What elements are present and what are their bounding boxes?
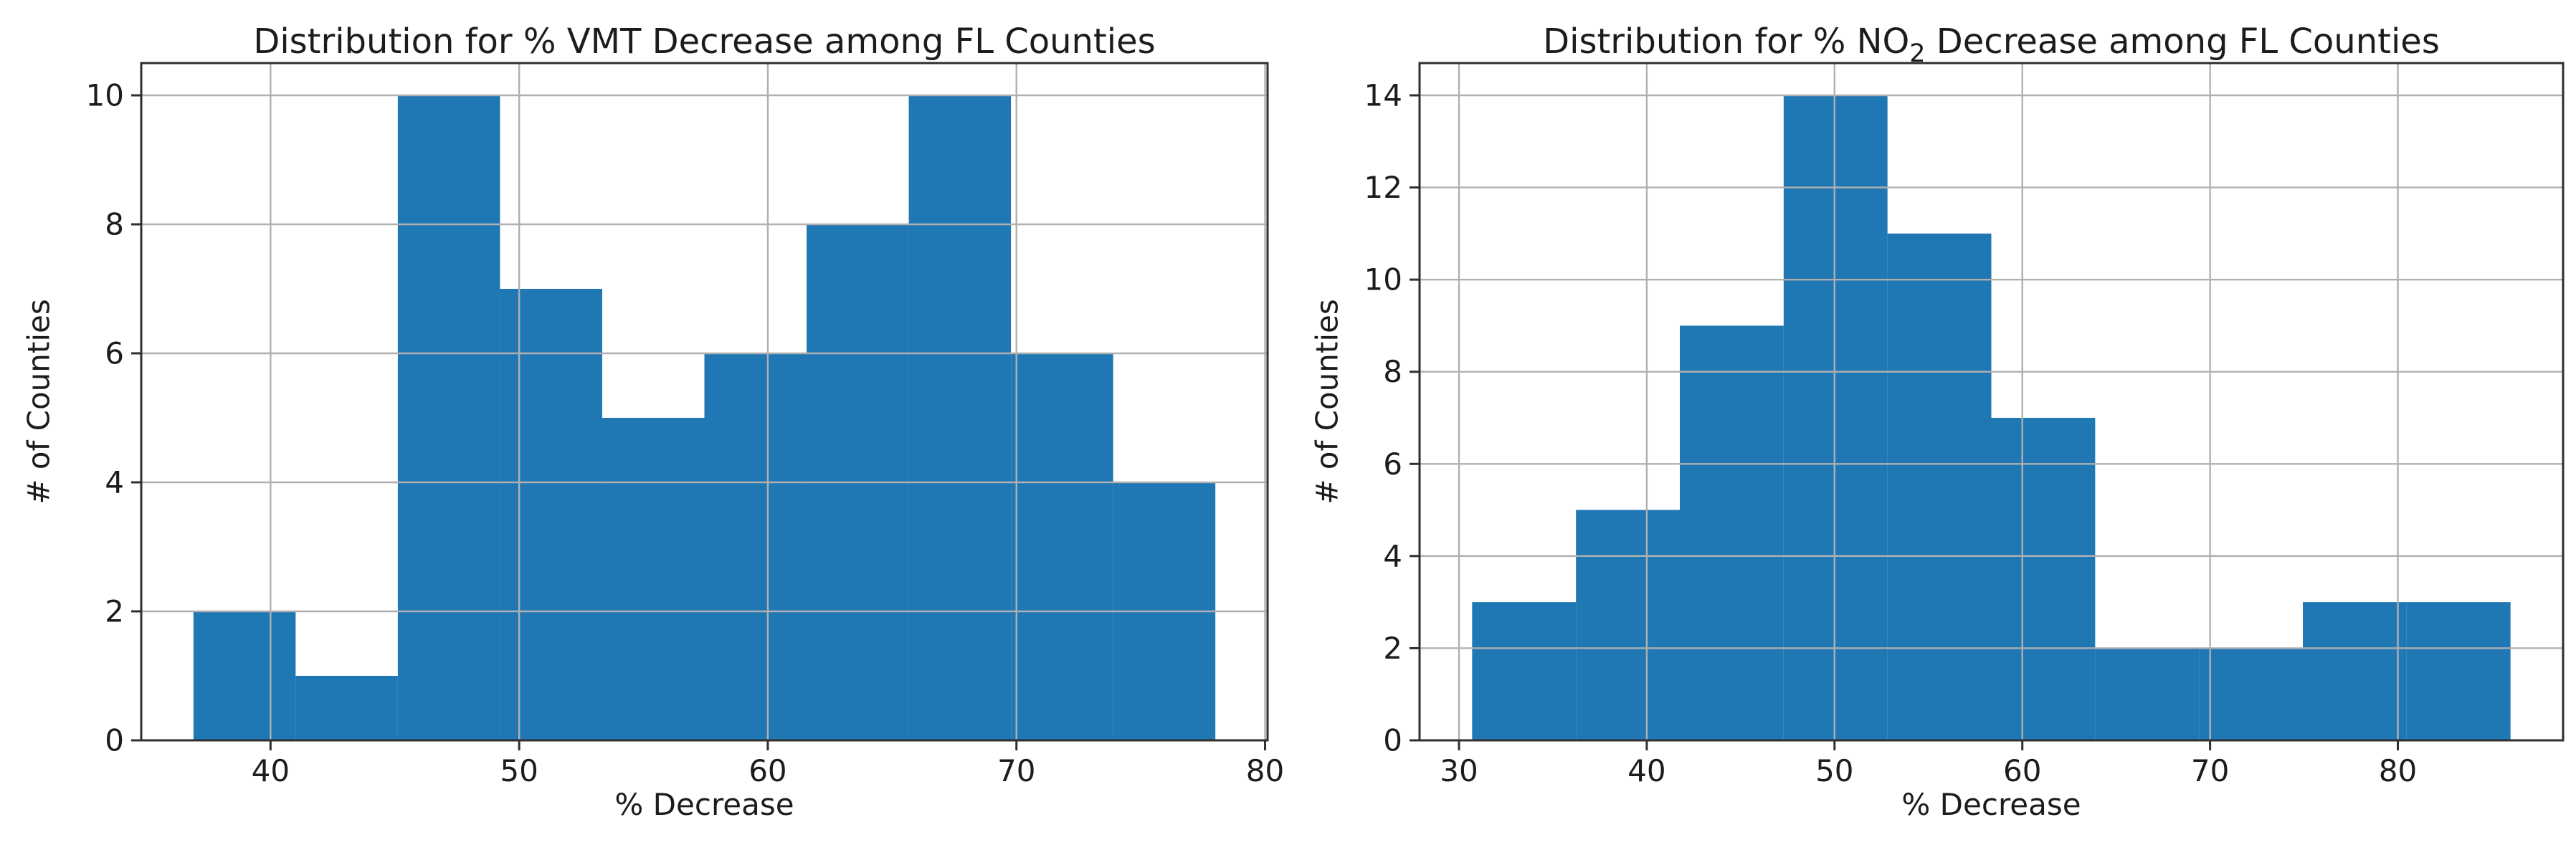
y-tick-label: 8 xyxy=(105,207,124,242)
y-tick-label: 8 xyxy=(1383,354,1402,389)
y-tick-label: 2 xyxy=(105,594,124,629)
histogram-bar xyxy=(1783,95,1888,740)
axes-spines xyxy=(140,62,1269,742)
bars-group xyxy=(1472,95,2511,740)
histogram-bar xyxy=(500,289,602,740)
ticks-group xyxy=(1410,94,2400,750)
x-tick-label: 80 xyxy=(1246,753,1284,788)
y-tick-label: 12 xyxy=(1364,170,1402,205)
y-tick-label: 14 xyxy=(1364,78,1402,113)
histogram-bar xyxy=(908,95,1012,740)
y-tick-label: 4 xyxy=(1383,538,1402,573)
chart-vmt-histogram: 40 50 60 70 80 0 2 4 6 8 10 Distribution for % VMT … xyxy=(21,22,1285,823)
histogram-bar xyxy=(295,676,398,740)
histogram-bar xyxy=(1680,325,1784,740)
histogram-bar xyxy=(1887,233,1992,740)
x-tick-label: 40 xyxy=(1627,753,1665,788)
x-tick-label: 50 xyxy=(500,753,538,788)
ticks-group xyxy=(131,94,1267,750)
y-axis-label: # of Counties xyxy=(1310,299,1345,505)
histogram-bar xyxy=(2095,648,2200,740)
plot-svg: 30 40 50 60 70 80 0 2 4 6 8 10 12 14 Distribution for … xyxy=(1288,0,2576,855)
x-tick-label: 60 xyxy=(2003,753,2041,788)
x-tick-label: 80 xyxy=(2379,753,2417,788)
grid-group xyxy=(1420,63,2563,742)
histogram-bar xyxy=(2303,602,2407,740)
histogram-bar xyxy=(704,353,807,740)
y-tick-label: 4 xyxy=(105,465,124,500)
x-tick-label: 30 xyxy=(1440,753,1478,788)
histogram-bar xyxy=(193,611,296,740)
histogram-bar xyxy=(1472,602,1577,740)
histogram-bar xyxy=(1011,353,1113,740)
y-tick-label: 0 xyxy=(1383,723,1402,758)
y-tick-label: 6 xyxy=(1383,446,1402,482)
y-tick-label: 6 xyxy=(105,336,124,371)
x-tick-label: 50 xyxy=(1815,753,1853,788)
x-tick-label: 70 xyxy=(2191,753,2229,788)
histogram-bar xyxy=(397,95,500,740)
title-text: Distribution for % VMT Decrease among FL… xyxy=(253,22,1155,62)
histogram-bar xyxy=(2199,648,2303,740)
plot-svg: 40 50 60 70 80 0 2 4 6 8 10 Distribution for % VMT … xyxy=(21,22,1285,823)
title-text: Decrease among FL Counties xyxy=(1926,22,2440,62)
y-tick-label: 10 xyxy=(1364,262,1402,297)
chart-title: Distribution for % NO2 Decrease among FL… xyxy=(1543,22,2440,68)
title-subscript: 2 xyxy=(1909,39,1925,68)
title-text: Distribution for % NO xyxy=(1543,22,1909,62)
chart-no2-histogram: 30 40 50 60 70 80 0 2 4 6 8 10 12 14 Distribution for … xyxy=(1288,0,2576,855)
x-tick-label: 40 xyxy=(252,753,290,788)
x-tick-label: 60 xyxy=(748,753,786,788)
histogram-bar xyxy=(602,418,705,740)
y-axis-label: # of Counties xyxy=(22,299,57,505)
chart-title: Distribution for % VMT Decrease among FL… xyxy=(253,22,1155,62)
x-tick-label: 70 xyxy=(997,753,1035,788)
histogram-bar xyxy=(1576,510,1680,740)
histogram-bar xyxy=(2406,602,2511,740)
y-tick-label: 0 xyxy=(105,723,124,758)
histogram-bar xyxy=(1991,418,2096,740)
axes-spines xyxy=(1418,62,2565,742)
x-axis-label: % Decrease xyxy=(614,787,794,822)
y-tick-label: 2 xyxy=(1383,631,1402,666)
x-axis-label: % Decrease xyxy=(1901,787,2081,822)
y-tick-label: 10 xyxy=(86,78,124,113)
